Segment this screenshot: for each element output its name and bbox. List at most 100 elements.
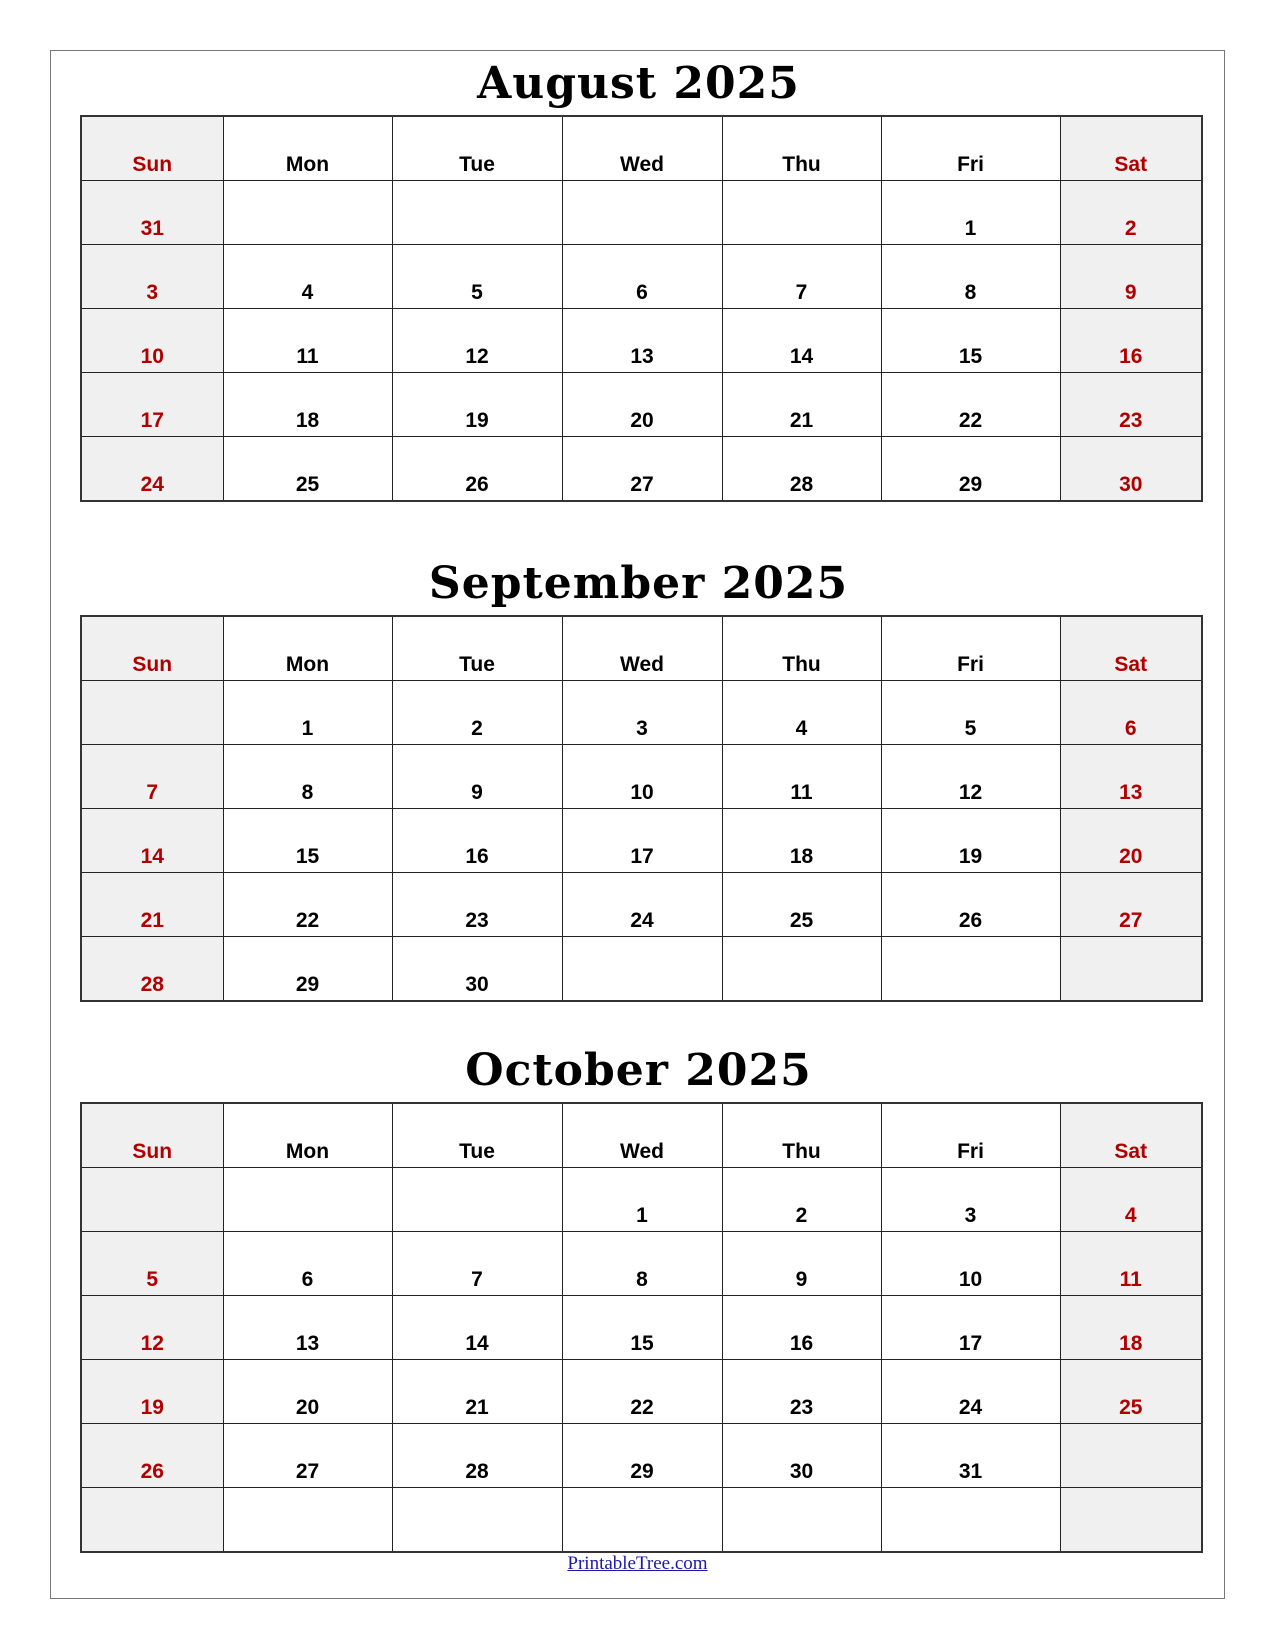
week-row: 17 18 19 20 21 22 23 <box>80 372 1203 437</box>
day-cell: 25 <box>222 436 393 502</box>
day-cell: 16 <box>1059 308 1203 373</box>
day-cell: 6 <box>222 1231 393 1296</box>
day-cell: 14 <box>391 1295 563 1360</box>
day-cell: 6 <box>1059 680 1203 745</box>
weekday-header: Tue <box>391 115 563 181</box>
weekday-header-row: Sun Mon Tue Wed Thu Fri Sat <box>80 615 1203 681</box>
day-cell: 13 <box>222 1295 393 1360</box>
calendar-grid: Sun Mon Tue Wed Thu Fri Sat 1 2 3 4 5 6 7 8 9 10 11 12 13 14… <box>80 615 1203 1002</box>
weekday-header-row: Sun Mon Tue Wed Thu Fri Sat <box>80 1102 1203 1168</box>
day-cell: 20 <box>561 372 723 437</box>
day-cell: 28 <box>391 1423 563 1488</box>
day-cell: 30 <box>721 1423 882 1488</box>
day-cell <box>880 936 1061 1002</box>
day-cell: 25 <box>721 872 882 937</box>
weekday-header: Mon <box>222 1102 393 1168</box>
day-cell: 22 <box>222 872 393 937</box>
day-cell <box>391 1167 563 1232</box>
day-cell: 21 <box>80 872 224 937</box>
day-cell: 9 <box>721 1231 882 1296</box>
day-cell: 26 <box>391 436 563 502</box>
day-cell: 23 <box>391 872 563 937</box>
day-cell: 1 <box>222 680 393 745</box>
day-cell: 25 <box>1059 1359 1203 1424</box>
day-cell: 15 <box>222 808 393 873</box>
week-row: 12 13 14 15 16 17 18 <box>80 1295 1203 1360</box>
day-cell: 18 <box>1059 1295 1203 1360</box>
day-cell: 11 <box>721 744 882 809</box>
day-cell: 20 <box>1059 808 1203 873</box>
weekday-header: Sat <box>1059 615 1203 681</box>
day-cell: 13 <box>561 308 723 373</box>
day-cell: 24 <box>561 872 723 937</box>
day-cell: 2 <box>721 1167 882 1232</box>
day-cell: 1 <box>880 180 1061 245</box>
day-cell: 11 <box>222 308 393 373</box>
day-cell: 29 <box>880 436 1061 502</box>
day-cell: 4 <box>721 680 882 745</box>
weekday-header: Fri <box>880 1102 1061 1168</box>
month-calendar: August 2025 Sun Mon Tue Wed Thu Fri Sat 31 1 2 3 4 5 6… <box>80 53 1203 502</box>
weekday-header: Sun <box>80 1102 224 1168</box>
weekday-header: Wed <box>561 615 723 681</box>
month-calendar: September 2025 Sun Mon Tue Wed Thu Fri Sat 1 2 3 4 5… <box>80 553 1203 1002</box>
day-cell: 8 <box>880 244 1061 309</box>
weekday-header: Mon <box>222 615 393 681</box>
weekday-header: Wed <box>561 115 723 181</box>
footer: PrintableTree.com <box>0 1553 1275 1575</box>
day-cell <box>1059 1423 1203 1488</box>
day-cell: 23 <box>1059 372 1203 437</box>
day-cell: 15 <box>561 1295 723 1360</box>
weekday-header: Sat <box>1059 115 1203 181</box>
day-cell: 24 <box>880 1359 1061 1424</box>
day-cell: 30 <box>391 936 563 1002</box>
day-cell <box>1059 1487 1203 1553</box>
site-link[interactable]: PrintableTree.com <box>567 1553 708 1574</box>
day-cell <box>561 936 723 1002</box>
weekday-header: Sun <box>80 115 224 181</box>
day-cell: 21 <box>391 1359 563 1424</box>
day-cell: 10 <box>561 744 723 809</box>
day-cell: 22 <box>880 372 1061 437</box>
month-title: October 2025 <box>465 1045 812 1096</box>
weekday-header: Thu <box>721 1102 882 1168</box>
week-row: 19 20 21 22 23 24 25 <box>80 1359 1203 1424</box>
week-row: 24 25 26 27 28 29 30 <box>80 436 1203 502</box>
day-cell: 22 <box>561 1359 723 1424</box>
week-row: 14 15 16 17 18 19 20 <box>80 808 1203 873</box>
weekday-header: Sun <box>80 615 224 681</box>
day-cell <box>1059 936 1203 1002</box>
day-cell: 17 <box>561 808 723 873</box>
day-cell: 15 <box>880 308 1061 373</box>
day-cell: 29 <box>222 936 393 1002</box>
day-cell <box>80 1167 224 1232</box>
day-cell <box>721 936 882 1002</box>
week-row <box>80 1487 1203 1553</box>
day-cell: 18 <box>721 808 882 873</box>
day-cell <box>80 680 224 745</box>
day-cell: 31 <box>880 1423 1061 1488</box>
day-cell: 7 <box>721 244 882 309</box>
weekday-header: Thu <box>721 615 882 681</box>
day-cell: 12 <box>391 308 563 373</box>
day-cell: 19 <box>880 808 1061 873</box>
calendar-grid: Sun Mon Tue Wed Thu Fri Sat 1 2 3 4 5 6 7 8 9 10 11 12 13 14… <box>80 1102 1203 1553</box>
day-cell: 31 <box>80 180 224 245</box>
weekday-header: Sat <box>1059 1102 1203 1168</box>
day-cell: 19 <box>391 372 563 437</box>
day-cell: 16 <box>721 1295 882 1360</box>
day-cell: 13 <box>1059 744 1203 809</box>
day-cell <box>222 1487 393 1553</box>
weekday-header: Thu <box>721 115 882 181</box>
day-cell <box>391 1487 563 1553</box>
day-cell: 7 <box>80 744 224 809</box>
day-cell: 18 <box>222 372 393 437</box>
day-cell <box>80 1487 224 1553</box>
day-cell: 12 <box>80 1295 224 1360</box>
day-cell: 8 <box>561 1231 723 1296</box>
day-cell: 14 <box>721 308 882 373</box>
day-cell: 28 <box>721 436 882 502</box>
day-cell: 21 <box>721 372 882 437</box>
day-cell: 2 <box>391 680 563 745</box>
